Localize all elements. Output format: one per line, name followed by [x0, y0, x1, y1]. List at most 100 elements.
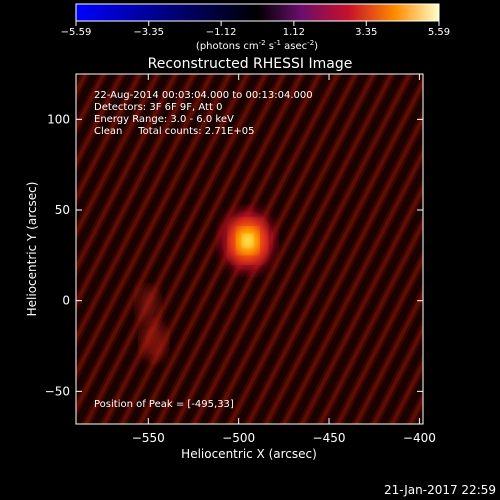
source-blobs	[136, 210, 274, 362]
stripe-dark	[76, 74, 243, 399]
colorbar-tick-label: −3.35	[133, 27, 164, 38]
stripe-dark	[181, 74, 369, 424]
stripe-bright	[83, 74, 268, 424]
colorbar-tick-label: −1.12	[206, 27, 237, 38]
stripe-bright	[371, 324, 423, 424]
colorbar-label-exp1: -2	[259, 39, 266, 47]
stripe-bright	[317, 219, 423, 424]
colorbar-ticks: −5.59 −3.35 −1.12 1.12 3.35 5.59	[61, 21, 450, 38]
annotation-energy-range: Energy Range: 3.0 - 6.0 keV	[94, 114, 234, 125]
annotation-detectors: Detectors: 3F 6F 9F, Att 0	[94, 102, 222, 113]
stripe-bright	[76, 74, 124, 168]
secondary-source	[136, 285, 160, 323]
chart-title: Reconstructed RHESSI Image	[148, 56, 353, 72]
stripe-dark	[0, 44, 2, 434]
stripe-dark	[307, 198, 423, 424]
y-axis-ticks: −50 0 50 100	[45, 112, 423, 398]
stripe-bright	[119, 74, 304, 424]
stripe-dark	[486, 44, 500, 434]
stripe-dark	[76, 74, 117, 154]
colorbar: −5.59 −3.35 −1.12 1.12 3.35 5.59 (photons cm-…	[61, 3, 450, 52]
secondary-source	[140, 319, 167, 362]
stripe-dark	[325, 233, 423, 424]
y-tick-label: 0	[62, 294, 70, 308]
x-tick-label: −450	[313, 431, 346, 445]
y-tick-label: 50	[55, 203, 70, 217]
source-peak	[242, 234, 253, 247]
stripe-dark	[109, 74, 297, 424]
colorbar-tick-label: −5.59	[61, 27, 92, 38]
stripe-dark	[235, 74, 423, 424]
stripe-bright	[76, 74, 106, 133]
stripe-bright	[299, 183, 423, 424]
y-tick-label: 100	[47, 112, 70, 126]
peak-position-text: Position of Peak = [-495,33]	[94, 399, 234, 410]
stripe-bright	[101, 74, 286, 424]
stripe-bright	[76, 74, 196, 308]
stripe-bright	[459, 44, 500, 434]
stripe-dark	[76, 74, 135, 189]
colorbar-tick-label: 3.35	[355, 27, 377, 38]
stripe-dark	[379, 338, 423, 424]
colorbar-label-exp3: -2	[307, 39, 314, 47]
colorbar-label-mid1: s	[266, 41, 274, 52]
stripe-dark	[253, 92, 423, 424]
y-tick-label: −50	[45, 384, 70, 398]
stripe-dark	[0, 44, 20, 434]
stripe-bright	[191, 74, 376, 424]
stripe-dark	[76, 74, 171, 259]
stripe-dark	[415, 408, 423, 424]
stripe-bright	[76, 74, 250, 414]
stripe-dark	[450, 44, 500, 434]
x-tick-label: −550	[132, 431, 165, 445]
annotation-clean-counts: Clean Total counts: 2.71E+05	[94, 126, 254, 137]
stripe-dark	[468, 44, 500, 434]
stripe-pattern	[0, 44, 500, 434]
stripe-dark	[199, 74, 387, 424]
x-axis-label: Heliocentric X (arcsec)	[181, 447, 317, 461]
stripe-dark	[271, 127, 423, 424]
stripe-dark	[343, 268, 423, 424]
stripe-bright	[263, 113, 423, 424]
colorbar-label-main: (photons cm	[196, 41, 259, 52]
stripe-bright	[76, 74, 142, 203]
stripe-bright	[423, 44, 500, 434]
stripe-dark	[76, 74, 225, 364]
stripe-bright	[281, 148, 423, 424]
heatmap-image	[0, 44, 500, 434]
x-tick-label: −400	[403, 431, 436, 445]
colorbar-label-exp2: -1	[274, 39, 281, 47]
stripe-bright	[76, 74, 178, 273]
stripe-bright	[76, 74, 232, 378]
stripe-bright	[477, 44, 500, 434]
stripe-bright	[389, 359, 423, 424]
stripe-dark	[76, 74, 99, 118]
stripe-dark	[76, 74, 261, 424]
stripe-bright	[227, 74, 412, 424]
stripe-bright	[76, 74, 160, 238]
stripe-dark	[361, 303, 423, 424]
stripe-bright	[335, 254, 423, 424]
stripe-dark	[432, 44, 500, 434]
x-tick-label: −500	[222, 431, 255, 445]
stripe-dark	[217, 74, 405, 424]
stripe-bright	[353, 289, 423, 424]
colorbar-label-mid2: asec	[281, 41, 307, 52]
colorbar-label-end: )	[314, 41, 318, 52]
stripe-bright	[209, 74, 394, 424]
footer-timestamp: 21-Jan-2017 22:59	[384, 483, 496, 497]
stripe-dark	[76, 74, 207, 329]
stripe-bright	[76, 74, 214, 343]
annotation-time-range: 22-Aug-2014 00:03:04.000 to 00:13:04.000	[94, 90, 313, 101]
stripe-dark	[91, 74, 279, 424]
stripe-bright	[0, 44, 83, 434]
stripe-bright	[495, 44, 500, 434]
colorbar-label: (photons cm-2 s-1 asec-2)	[196, 39, 318, 52]
stripe-bright	[0, 44, 47, 434]
stripe-dark	[76, 74, 189, 294]
stripe-bright	[245, 78, 423, 424]
stripe-bright	[0, 44, 11, 434]
stripe-dark	[289, 163, 423, 424]
colorbar-tick-label: 5.59	[428, 27, 450, 38]
